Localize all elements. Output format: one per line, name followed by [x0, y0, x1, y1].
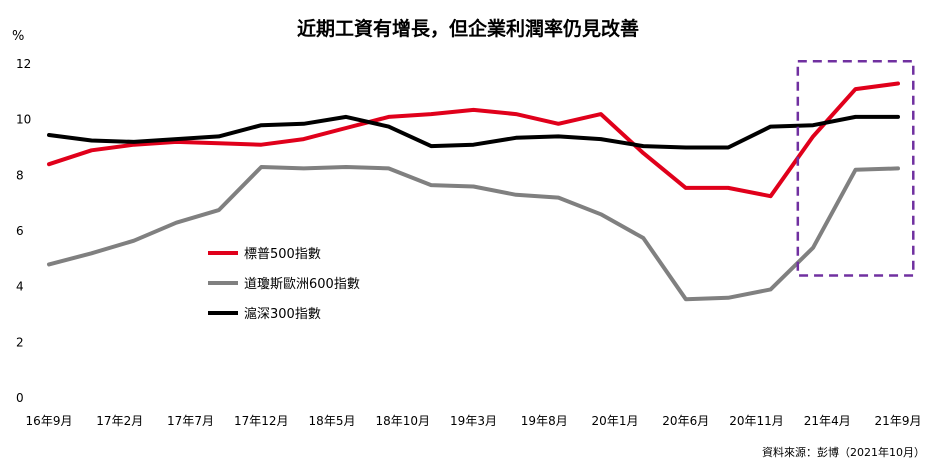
legend-label-0: 標普500指數 — [244, 247, 321, 262]
x-tick-label: 18年5月 — [309, 414, 356, 428]
series-line-0 — [47, 81, 900, 199]
series-lines — [47, 81, 900, 302]
legend-label-2: 滬深300指數 — [244, 306, 321, 322]
legend-label-1: 道瓊斯歐洲600指數 — [244, 277, 360, 292]
x-tick-label: 21年9月 — [875, 414, 922, 428]
x-tick-label: 17年7月 — [167, 414, 214, 428]
series-line-1 — [47, 165, 900, 302]
x-tick-label: 19年8月 — [521, 414, 568, 428]
y-tick-label: 10 — [16, 113, 31, 127]
y-tick-label: 12 — [16, 57, 31, 71]
x-tick-label: 20年6月 — [662, 414, 709, 428]
y-axis-ticks: 0 2 4 6 8 10 12 — [16, 57, 31, 405]
x-tick-label: 20年11月 — [729, 414, 784, 428]
x-tick-label: 19年3月 — [450, 414, 497, 428]
y-tick-label: 8 — [16, 168, 24, 182]
x-tick-label: 16年9月 — [26, 414, 73, 428]
y-tick-label: 4 — [16, 280, 24, 294]
source-note: 資料來源：彭博（2021年10月） — [762, 445, 925, 459]
x-tick-label: 18年10月 — [375, 414, 430, 428]
x-tick-label: 17年12月 — [234, 414, 289, 428]
y-tick-label: 6 — [16, 224, 24, 238]
y-tick-label: 0 — [16, 391, 24, 405]
y-axis-label: % — [12, 29, 24, 44]
x-tick-label: 20年1月 — [592, 414, 639, 428]
x-tick-label: 17年2月 — [96, 414, 143, 428]
x-axis-ticks: 16年9月 17年2月 17年7月 17年12月 18年5月 18年10月 19年3月 19年… — [26, 414, 922, 428]
x-tick-label: 21年4月 — [804, 414, 851, 428]
chart-title: 近期工資有增長，但企業利潤率仍見改善 — [297, 17, 639, 40]
y-tick-label: 2 — [16, 335, 24, 349]
series-line-2 — [47, 114, 900, 150]
